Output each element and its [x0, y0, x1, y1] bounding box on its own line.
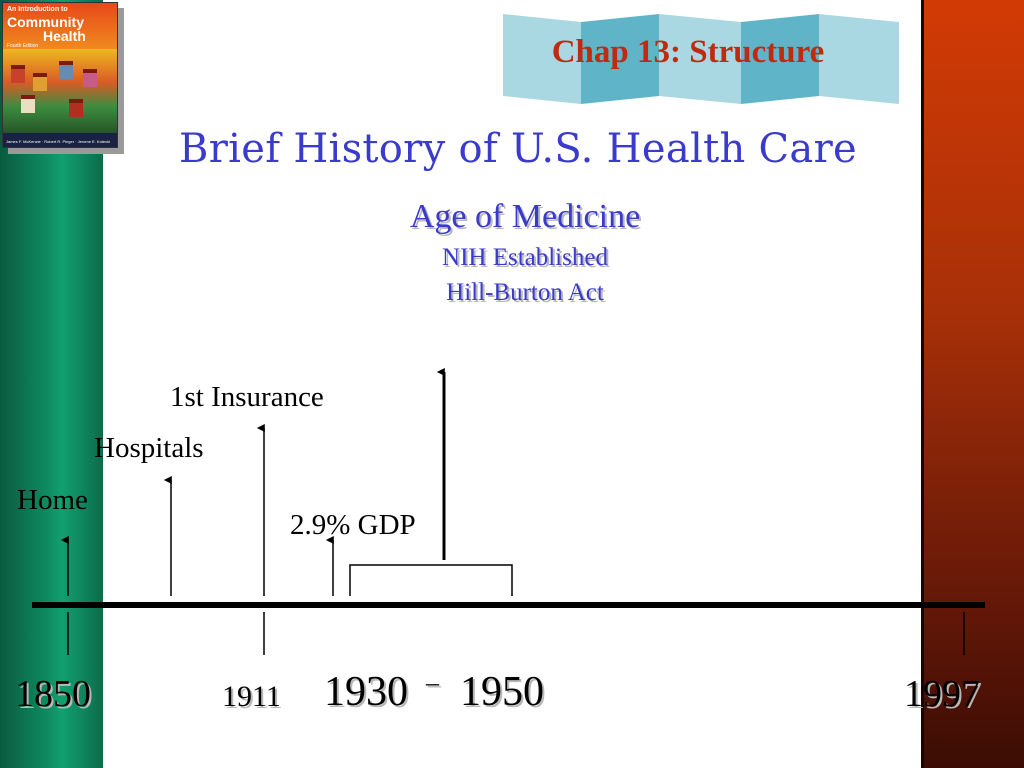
cover-house-illustration — [59, 61, 73, 79]
banner-fold-1 — [503, 14, 581, 104]
year-1930: 1930 — [324, 669, 408, 715]
cover-line3: Health — [43, 28, 86, 44]
cover-top-band — [3, 3, 117, 49]
year-1850: 1850 — [15, 673, 91, 715]
era-line-nih: NIH Established — [442, 244, 608, 271]
year-1911: 1911 — [222, 680, 281, 713]
label-hospitals: Hospitals — [94, 432, 204, 464]
cover-line2: Community — [7, 14, 84, 30]
era-line-hill-burton: Hill-Burton Act — [446, 279, 604, 306]
cover-authors: James F. McKenzie · Robert R. Pinger · J… — [6, 139, 111, 144]
chapter-title: Chap 13: Structure — [551, 34, 825, 70]
cover-bottom-band — [3, 133, 117, 147]
right-decorative-bar — [921, 0, 1024, 768]
year-1997: 1997 — [904, 673, 980, 715]
cover-line1: An Introduction to — [7, 6, 68, 13]
era-bracket — [349, 564, 513, 596]
banner-fold-5 — [819, 14, 899, 104]
slide-title: Brief History of U.S. Health Care — [179, 126, 857, 172]
book-cover-image: An Introduction to Community Health Four… — [2, 2, 118, 148]
year-1950: 1950 — [460, 669, 544, 715]
cover-house-illustration — [69, 99, 83, 117]
label-home: Home — [17, 484, 88, 516]
cover-house-illustration — [33, 73, 47, 91]
year-range-dash: – — [426, 668, 439, 697]
banner-fold-3 — [659, 14, 741, 104]
label-first-insurance: 1st Insurance — [170, 381, 324, 413]
cover-house-illustration — [83, 69, 97, 87]
cover-house-illustration — [11, 65, 25, 83]
chapter-banner — [503, 14, 899, 104]
banner-fold-2 — [581, 14, 659, 104]
cover-house-illustration — [21, 95, 35, 113]
cover-title: Community Health — [7, 15, 86, 43]
banner-fold-4 — [741, 14, 819, 104]
cover-edition: Fourth Edition — [7, 43, 39, 49]
label-gdp: 2.9% GDP — [290, 509, 416, 541]
era-title: Age of Medicine — [409, 198, 641, 235]
